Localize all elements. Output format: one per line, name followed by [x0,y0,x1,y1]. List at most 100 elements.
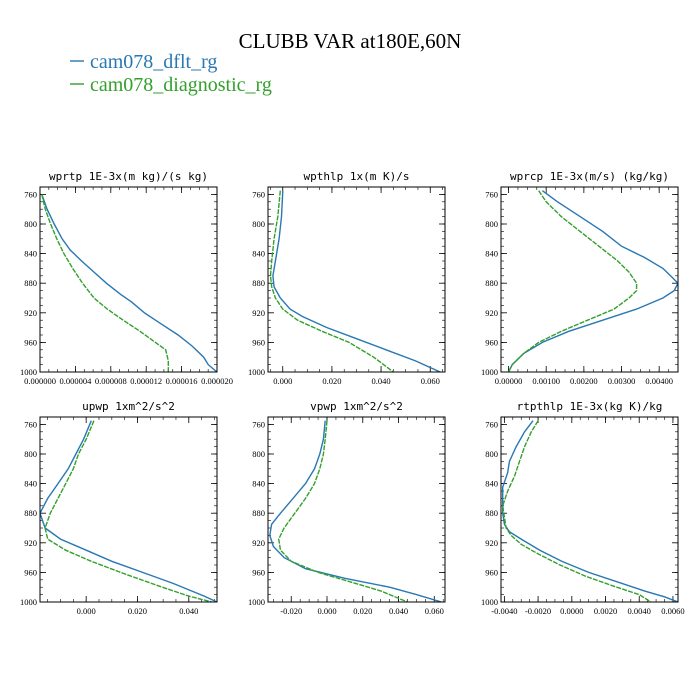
y-tick-label: 800 [485,219,498,229]
x-tick-label: 0.00000 [495,376,523,386]
series-diagnostic-line [44,420,213,602]
series-diagnostic-line [507,190,638,372]
x-tick-label: 0.060 [425,606,444,616]
series-dflt-line [272,190,441,372]
y-tick-label: 920 [252,308,265,318]
x-tick-label: 0.000 [77,606,96,616]
x-tick-label: 0.000020 [201,376,233,386]
panels: wprtp 1E-3x(m kg)/(s kg) 1000 960 920 880 840… [20,170,685,616]
x-tick-label: 0.040 [179,606,198,616]
y-tick-label: 800 [24,449,37,459]
legend-entry-dflt: cam078_dflt_rg [70,51,217,73]
y-tick-label: 880 [252,508,265,518]
panel-frame [267,186,446,373]
y-tick-label: 960 [24,337,37,347]
y-tick-label: 840 [485,479,498,489]
panel-frame [39,186,218,373]
x-tick-label: 0.000000 [24,376,56,386]
x-tick-label: 0.000004 [59,376,92,386]
y-tick-label: 760 [252,419,265,429]
x-tick-label: 0.020 [353,606,372,616]
x-tick-label: 0.000 [273,376,292,386]
y-tick-label: 960 [252,337,265,347]
x-tick-label: 0.0060 [661,606,684,616]
panel-3: wprcp 1E-3x(m/s) (kg/kg) 1000 960 920 880 840… [481,170,679,386]
y-tick-label: 800 [252,219,265,229]
y-tick-label: 880 [485,278,498,288]
y-tick-label: 920 [252,538,265,548]
y-tick-label: 920 [485,538,498,548]
y-tick-label: 800 [485,449,498,459]
y-tick-label: 880 [24,508,37,518]
y-tick-label: 1000 [248,367,265,377]
x-tick-label: 0.020 [128,606,147,616]
series-diagnostic-line [277,420,408,602]
x-tick-label: 0.00400 [645,376,673,386]
panel-title: upwp 1xm^2/s^2 [82,400,175,413]
figure-legend: cam078_dflt_rg cam078_diagnostic_rg [70,51,272,96]
panel-title: wprtp 1E-3x(m kg)/(s kg) [49,170,208,183]
y-tick-label: 760 [24,189,37,199]
panel-2: wpthlp 1x(m K)/s 1000 960 920 880 840 800 760 0.… [248,170,446,386]
x-tick-label: 0.000008 [95,376,127,386]
series-diagnostic-line [41,194,169,372]
x-tick-label: 0.000012 [130,376,162,386]
x-tick-label: -0.020 [280,606,302,616]
x-tick-label: 0.020 [322,376,341,386]
panel-6: rtpthlp 1E-3x(kg K)/kg 1000 960 920 880 840 80… [481,400,685,616]
series-dflt-line [269,420,442,602]
y-tick-label: 960 [24,567,37,577]
y-tick-label: 960 [252,567,265,577]
x-tick-label: -0.0040 [491,606,517,616]
x-tick-label: 0.000 [317,606,336,616]
legend-label-diagnostic: cam078_diagnostic_rg [90,74,272,96]
y-tick-label: 840 [24,249,37,259]
x-tick-label: -0.0020 [525,606,551,616]
y-tick-label: 760 [252,189,265,199]
figure-title: CLUBB VAR at180E,60N [239,29,462,53]
y-tick-label: 760 [24,419,37,429]
y-tick-label: 800 [24,219,37,229]
y-tick-label: 960 [485,337,498,347]
series-diagnostic-line [501,420,652,602]
x-tick-label: 0.0000 [560,606,583,616]
panel-title: vpwp 1xm^2/s^2 [310,400,403,413]
panel-1: wprtp 1E-3x(m kg)/(s kg) 1000 960 920 880 840… [20,170,233,386]
x-tick-label: 0.040 [389,606,408,616]
y-tick-label: 1000 [481,597,498,607]
y-tick-label: 1000 [248,597,265,607]
y-tick-label: 760 [485,189,498,199]
y-tick-label: 1000 [20,367,37,377]
y-tick-label: 920 [24,538,37,548]
y-tick-label: 1000 [481,367,498,377]
panel-frame [267,416,446,603]
series-dflt-line [502,420,678,602]
panel-frame [39,416,218,603]
legend-entry-diagnostic: cam078_diagnostic_rg [70,74,272,96]
y-tick-label: 840 [252,479,265,489]
y-tick-label: 840 [24,479,37,489]
legend-label-dflt: cam078_dflt_rg [90,51,217,73]
panel-title: wpthlp 1x(m K)/s [304,170,410,183]
y-tick-label: 880 [485,508,498,518]
y-tick-label: 920 [485,308,498,318]
panel-title: rtpthlp 1E-3x(kg K)/kg [517,400,663,413]
x-tick-label: 0.000016 [166,376,198,386]
x-tick-label: 0.040 [372,376,391,386]
y-tick-label: 960 [485,567,498,577]
panel-5: vpwp 1xm^2/s^2 1000 960 920 880 840 800 760 -0.0… [248,400,446,616]
series-dflt-line [41,194,217,372]
x-tick-label: 0.00300 [608,376,636,386]
panel-4: upwp 1xm^2/s^2 1000 960 920 880 840 800 760 0.00… [20,400,218,616]
y-tick-label: 880 [24,278,37,288]
x-tick-label: 0.00200 [570,376,598,386]
x-tick-label: 0.0040 [628,606,651,616]
panel-frame [500,186,679,373]
panel-frame [500,416,679,603]
series-dflt-line [507,190,678,372]
y-tick-label: 920 [24,308,37,318]
y-tick-label: 1000 [20,597,37,607]
y-tick-label: 840 [485,249,498,259]
y-tick-label: 880 [252,278,265,288]
